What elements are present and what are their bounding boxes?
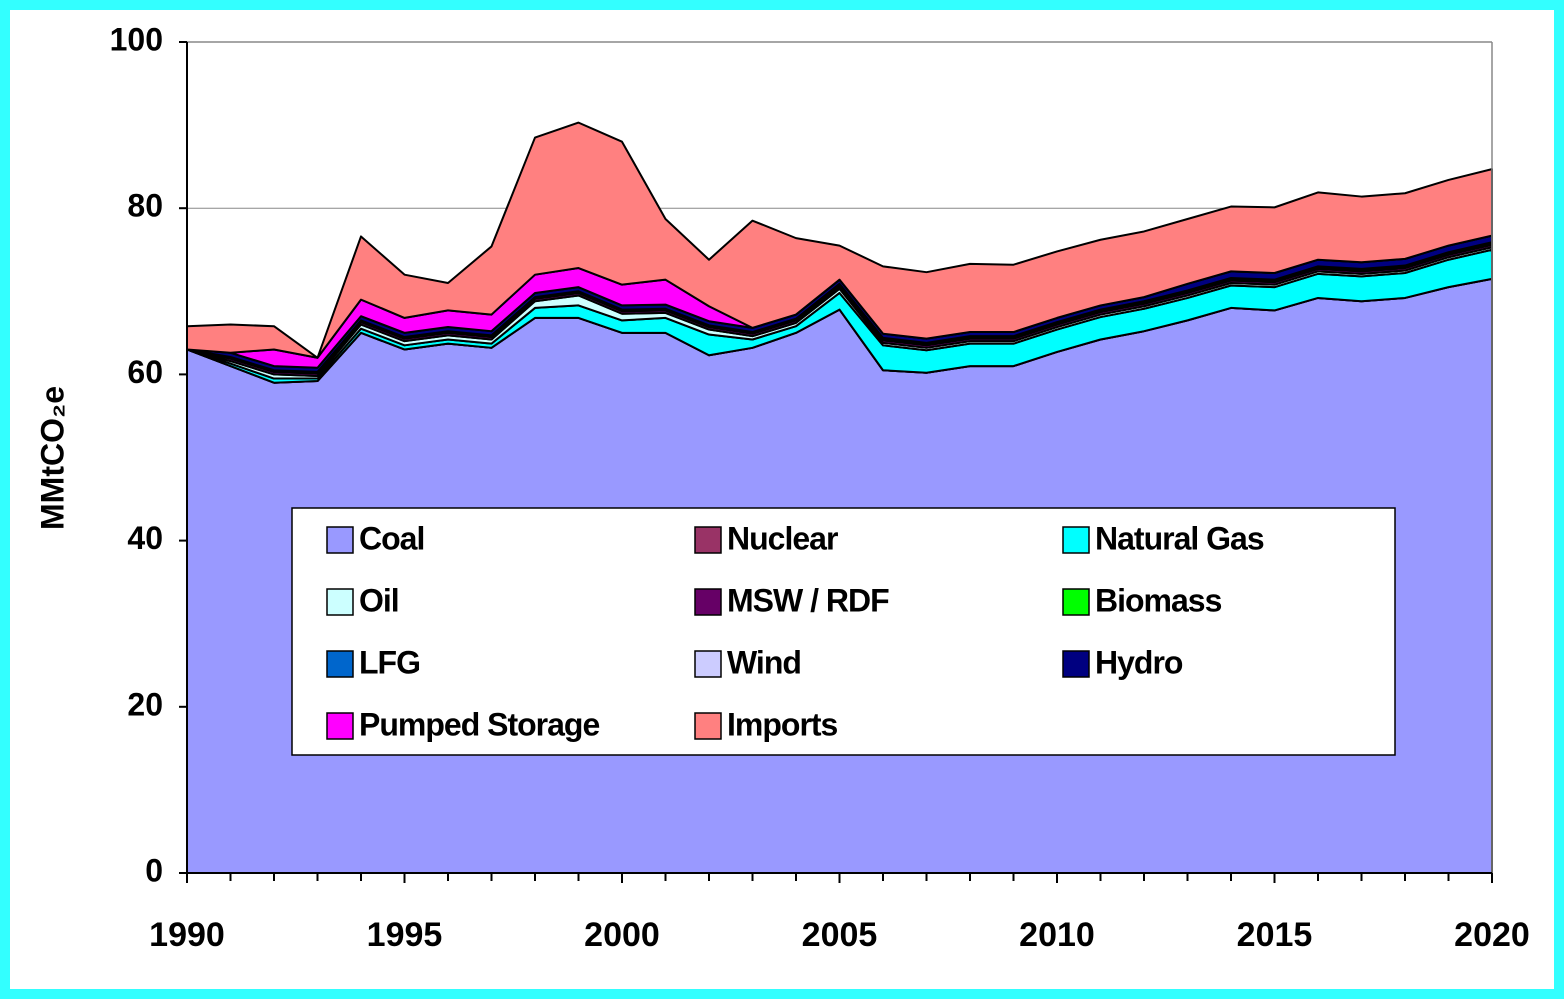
y-tick-label: 0: [145, 852, 163, 888]
legend-swatch: [694, 650, 722, 678]
legend-swatch: [326, 712, 354, 740]
x-tick-label: 1995: [367, 916, 443, 954]
legend-label: MSW / RDF: [727, 582, 889, 618]
legend-label: Nuclear: [727, 520, 838, 556]
legend-swatch: [326, 588, 354, 616]
legend-swatch: [1062, 588, 1090, 616]
x-tick-label: 2000: [584, 916, 660, 954]
legend-swatch: [694, 588, 722, 616]
legend-label: Biomass: [1095, 582, 1222, 618]
y-tick-label: 20: [127, 686, 163, 722]
x-tick-label: 2020: [1454, 916, 1530, 954]
legend-label: Coal: [359, 520, 424, 556]
legend-label: Oil: [359, 582, 399, 618]
legend-label: Natural Gas: [1095, 520, 1264, 556]
legend-label: Pumped Storage: [359, 706, 599, 742]
legend-label: LFG: [359, 644, 420, 680]
y-axis-label: MMtCO₂e: [34, 386, 70, 530]
legend-swatch: [694, 526, 722, 554]
legend: [291, 507, 1396, 756]
legend-label: Imports: [727, 706, 838, 742]
y-tick-label: 60: [127, 354, 163, 390]
legend-label: Hydro: [1095, 644, 1183, 680]
legend-swatch: [1062, 650, 1090, 678]
y-tick-label: 80: [127, 188, 163, 224]
legend-swatch: [326, 526, 354, 554]
y-tick-label: 100: [110, 21, 163, 57]
x-tick-label: 2015: [1237, 916, 1313, 954]
legend-label: Wind: [727, 644, 801, 680]
x-tick-label: 2010: [1019, 916, 1095, 954]
x-tick-label: 2005: [802, 916, 878, 954]
x-tick-label: 1990: [149, 916, 225, 954]
legend-swatch: [326, 650, 354, 678]
y-tick-label: 40: [127, 520, 163, 556]
legend-swatch: [1062, 526, 1090, 554]
legend-swatch: [694, 712, 722, 740]
